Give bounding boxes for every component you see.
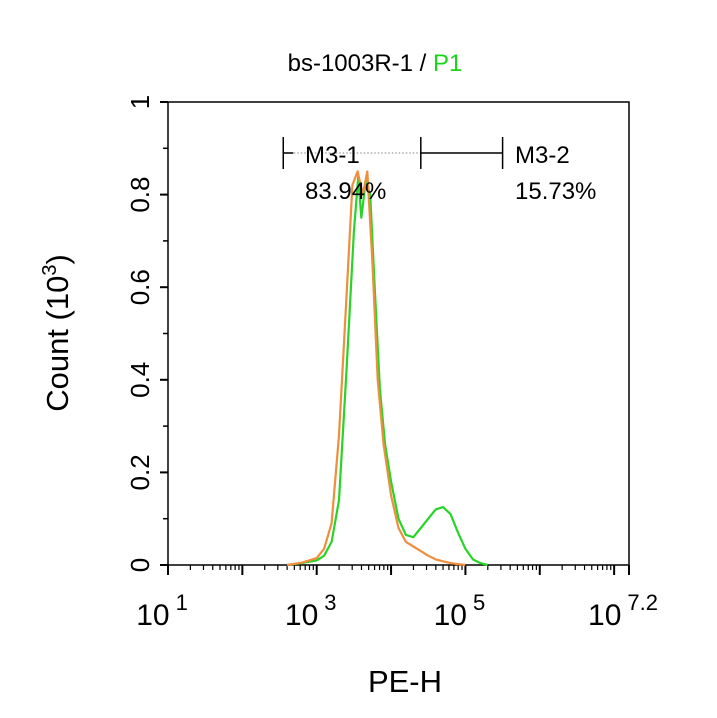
x-tick-label-0: 10 1 [136, 590, 188, 632]
y-tick-label-4: 0.8 [125, 177, 155, 213]
plot-frame [167, 101, 630, 566]
chart-title-gate: P1 [433, 50, 462, 77]
marker-label-2: M3-2 [515, 142, 570, 169]
series-control-line [286, 170, 466, 567]
marker-percent-2: 15.73% [515, 178, 596, 205]
series-sample-line [286, 175, 488, 567]
x-axis-label: PE-H [368, 664, 442, 699]
y-tick-label-2: 0.4 [125, 362, 155, 398]
marker-label-1: M3-1 [305, 142, 360, 169]
x-tick-label-1: 10 3 [285, 590, 337, 632]
y-tick-label-1: 0.2 [125, 454, 155, 490]
y-tick-label-3: 0.6 [125, 269, 155, 305]
plot-area: 0 0.2 0.4 0.6 0.8 1 10 1 10 3 10 5 10 7.2 M3-1 83.94% M3… [125, 95, 658, 632]
chart-title-main: bs-1003R-1 / [288, 50, 433, 77]
y-axis-label: Count (103) [39, 254, 75, 412]
y-tick-label-5: 1 [125, 95, 155, 109]
y-axis-label-base: Count (10 [40, 276, 75, 412]
y-axis-label-exp: 3 [39, 265, 61, 276]
x-tick-label-2: 10 5 [434, 590, 486, 632]
y-tick-label-0: 0 [125, 558, 155, 572]
chart-title: bs-1003R-1 / P1 [288, 50, 463, 77]
y-axis-label-close: ) [40, 254, 75, 264]
x-tick-label-3: 10 7.2 [588, 590, 658, 632]
marker-percent-1: 83.94% [305, 178, 386, 205]
